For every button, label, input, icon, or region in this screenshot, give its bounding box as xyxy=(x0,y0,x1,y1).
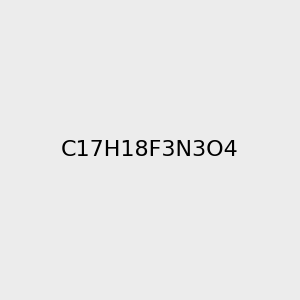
Text: C17H18F3N3O4: C17H18F3N3O4 xyxy=(61,140,239,160)
